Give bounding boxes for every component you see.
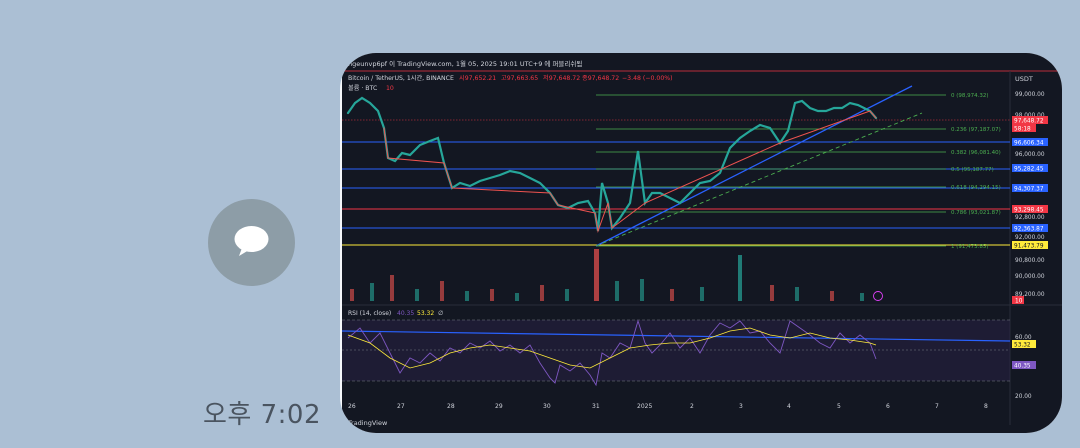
rsi-axis-top: 60.00 — [1015, 335, 1032, 341]
time-axis-label: 8 — [984, 403, 988, 410]
price-tag: 96,606.34 — [1014, 141, 1044, 147]
watermark-text: ngeunvp6pf 이 TradingView.com, 1월 05, 202… — [348, 59, 582, 68]
tradingview-logo: TradingView — [347, 419, 388, 427]
fib-label-1: 1 (91,473.85) — [951, 244, 989, 250]
time-axis-label: 27 — [397, 403, 405, 410]
chart-screenshot: ngeunvp6pf 이 TradingView.com, 1월 05, 202… — [341, 53, 1062, 433]
ohlc-change: −3.48 (−0.00%) — [622, 75, 673, 82]
time-axis-label: 4 — [787, 403, 791, 410]
rsi-axis-bottom: 20.00 — [1015, 394, 1032, 400]
fib-label-0618: 0.618 (94,294.15) — [951, 185, 1001, 191]
fib-label-0382: 0.382 (96,081.40) — [951, 150, 1001, 156]
rsi-extra: ∅ — [438, 310, 443, 317]
rsi-value-1: 40.35 — [397, 310, 414, 317]
message-timestamp: 오후 7:02 — [203, 400, 321, 430]
image-message[interactable]: ngeunvp6pf 이 TradingView.com, 1월 05, 202… — [340, 53, 1062, 433]
volume-label: 볼륨 · BTC — [348, 85, 377, 92]
price-axis-label: 99,000.00 — [1015, 92, 1045, 98]
price-tags: 97,648.72 58:18 96,606.34 95,282.45 94,3… — [1012, 116, 1048, 305]
symbol-header: Bitcoin / TetherUS, 1시간, BINANCE 시97,652… — [348, 74, 1033, 92]
time-axis-label: 3 — [739, 403, 743, 410]
time-axis-label: 2025 — [637, 403, 652, 410]
time-axis-label: 28 — [447, 403, 455, 410]
fib-label-05: 0.5 (95,187.77) — [951, 167, 994, 173]
chat-bubble-icon — [234, 226, 269, 256]
price-axis-label: 89,200.00 — [1015, 292, 1045, 298]
flash-icon — [873, 291, 883, 301]
rsi-tag-value: 40.35 — [1014, 364, 1031, 370]
rsi-tag-ma: 53.32 — [1014, 343, 1031, 349]
symbol-line: Bitcoin / TetherUS, 1시간, BINANCE — [348, 74, 454, 82]
fib-retracement: 0 (98,974.32) 0.236 (97,187.07) 0.382 (9… — [596, 93, 1001, 250]
time-axis-label: 5 — [837, 403, 841, 410]
time-axis-label: 6 — [886, 403, 890, 410]
ohlc-high: 고97,663.65 — [501, 75, 538, 82]
time-axis-label: 7 — [935, 403, 939, 410]
price-tag: 94,307.37 — [1014, 187, 1044, 193]
price-tag: 93,298.45 — [1014, 208, 1044, 214]
price-axis-label: 90,800.00 — [1015, 258, 1045, 264]
trend-line — [595, 85, 913, 247]
time-axis: 26 27 28 29 30 31 2025 2 3 4 5 6 7 8 — [348, 403, 988, 410]
rsi-label: RSI (14, close) — [348, 310, 391, 317]
price-tag: 97,648.72 — [1014, 119, 1044, 125]
price-tag: 95,282.45 — [1014, 167, 1044, 173]
volume-value: 10 — [386, 85, 394, 92]
rsi-ma-line — [347, 327, 877, 369]
price-axis-label: 96,000.00 — [1015, 152, 1045, 158]
fib-label-0: 0 (98,974.32) — [951, 93, 989, 99]
price-tag: 58:18 — [1014, 127, 1031, 133]
ohlc-close: 종97,648.72 — [582, 75, 619, 82]
fib-label-0236: 0.236 (97,187.07) — [951, 127, 1001, 133]
volume-bars — [350, 249, 883, 301]
time-axis-label: 31 — [592, 403, 600, 410]
price-axis-label: 92,000.00 — [1015, 235, 1045, 241]
time-axis-label: 30 — [543, 403, 551, 410]
rsi-value-2: 53.32 — [417, 310, 434, 317]
price-tag: 10 — [1015, 299, 1023, 305]
price-tag: 92,363.87 — [1014, 227, 1044, 233]
fib-label-0786: 0.786 (93,021.87) — [951, 210, 1001, 216]
price-tag: 91,473.79 — [1014, 244, 1044, 250]
price-axis-label: 90,000.00 — [1015, 274, 1045, 280]
trend-line-dashed — [595, 112, 923, 247]
rsi-band — [342, 320, 1010, 381]
price-axis-label: 92,800.00 — [1015, 215, 1045, 221]
time-axis-label: 29 — [495, 403, 503, 410]
chat-avatar[interactable] — [208, 199, 295, 286]
currency-label: USDT — [1015, 75, 1033, 83]
time-axis-label: 26 — [348, 403, 356, 410]
ohlc-open: 시97,652.21 — [459, 75, 496, 82]
ohlc-low: 저97,648.72 — [543, 74, 580, 82]
candlesticks — [346, 96, 878, 233]
rsi-trend-line — [341, 330, 1011, 342]
time-axis-label: 2 — [690, 403, 694, 410]
